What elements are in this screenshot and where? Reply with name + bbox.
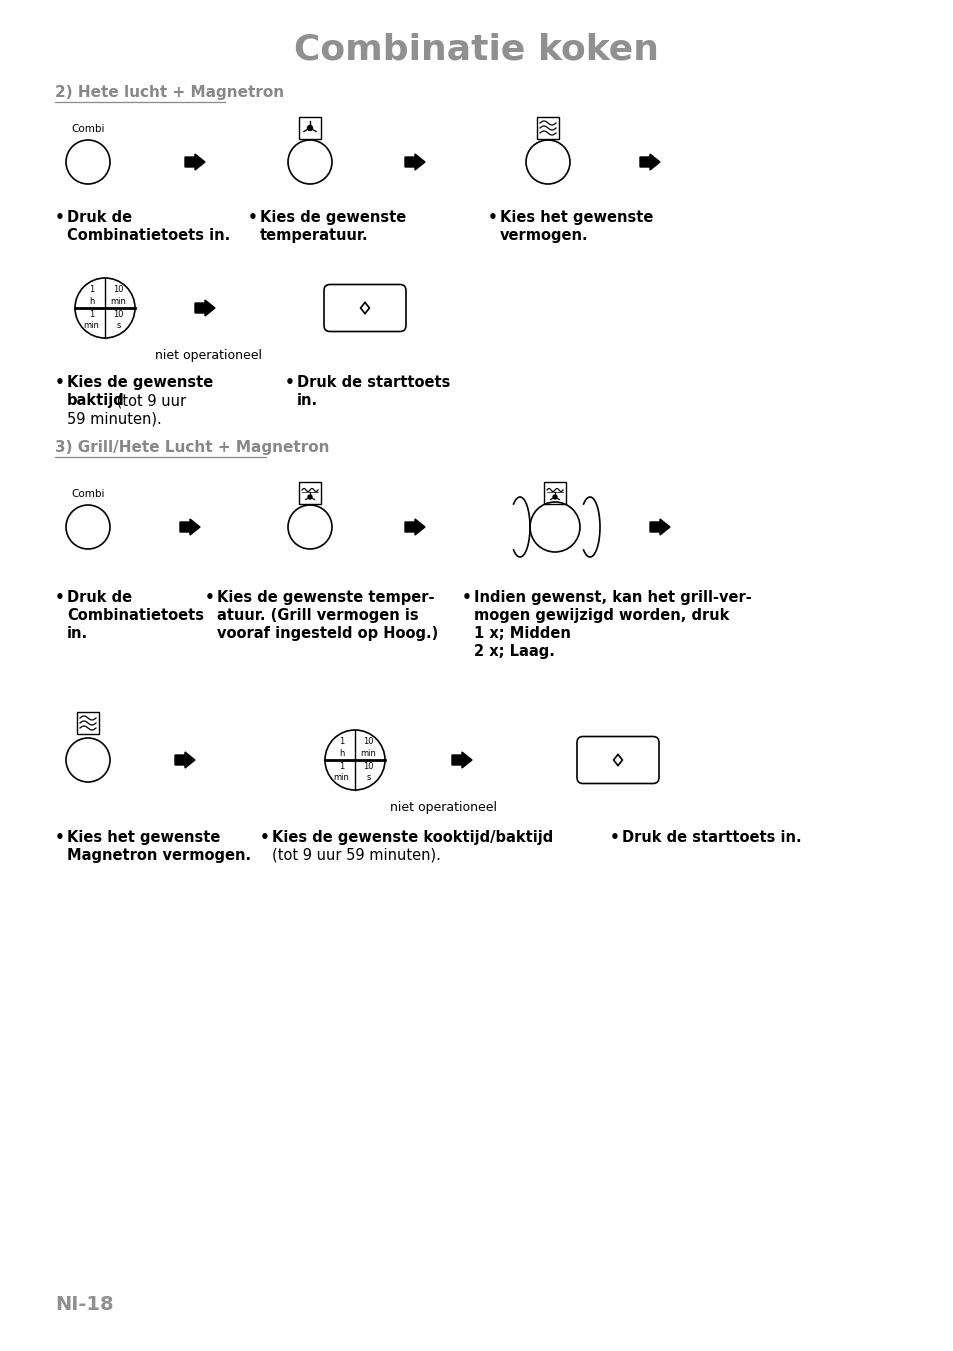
Bar xyxy=(537,118,558,139)
Text: •: • xyxy=(260,830,270,844)
Bar xyxy=(543,482,565,504)
Text: •: • xyxy=(285,376,294,390)
FancyArrow shape xyxy=(405,154,424,170)
Text: 1: 1 xyxy=(89,285,94,295)
Text: 1: 1 xyxy=(89,311,94,319)
Text: baktijd: baktijd xyxy=(67,393,125,408)
Text: s: s xyxy=(366,774,371,782)
Text: •: • xyxy=(461,590,472,605)
Text: min: min xyxy=(360,748,376,758)
Text: NI-18: NI-18 xyxy=(55,1296,113,1315)
Text: •: • xyxy=(248,209,257,226)
Text: 2 x; Laag.: 2 x; Laag. xyxy=(474,644,555,659)
Text: (tot 9 uur: (tot 9 uur xyxy=(112,393,186,408)
Text: 1: 1 xyxy=(338,738,344,747)
Text: 10: 10 xyxy=(113,311,124,319)
Text: •: • xyxy=(55,209,65,226)
Text: Combi: Combi xyxy=(71,489,105,499)
Text: Kies de gewenste kooktijd/baktijd: Kies de gewenste kooktijd/baktijd xyxy=(272,830,553,844)
Text: Druk de: Druk de xyxy=(67,209,132,226)
Text: vermogen.: vermogen. xyxy=(499,228,588,243)
Circle shape xyxy=(307,126,313,131)
Text: •: • xyxy=(609,830,619,844)
Text: Kies de gewenste: Kies de gewenste xyxy=(67,376,213,390)
Bar xyxy=(298,482,320,504)
Text: niet operationeel: niet operationeel xyxy=(390,801,497,813)
FancyArrow shape xyxy=(180,519,200,535)
Text: 10: 10 xyxy=(363,762,374,771)
Text: min: min xyxy=(334,774,349,782)
Text: Magnetron vermogen.: Magnetron vermogen. xyxy=(67,848,251,863)
Text: 2) Hete lucht + Magnetron: 2) Hete lucht + Magnetron xyxy=(55,85,284,100)
Text: Kies het gewenste: Kies het gewenste xyxy=(67,830,220,844)
Text: •: • xyxy=(55,830,65,844)
Text: Indien gewenst, kan het grill-ver-: Indien gewenst, kan het grill-ver- xyxy=(474,590,751,605)
Text: 3) Grill/Hete Lucht + Magnetron: 3) Grill/Hete Lucht + Magnetron xyxy=(55,440,329,455)
Circle shape xyxy=(553,494,557,499)
FancyArrow shape xyxy=(452,753,472,767)
Text: •: • xyxy=(205,590,214,605)
Text: mogen gewijzigd worden, druk: mogen gewijzigd worden, druk xyxy=(474,608,729,623)
FancyArrow shape xyxy=(185,154,205,170)
FancyArrow shape xyxy=(639,154,659,170)
Text: min: min xyxy=(84,322,99,331)
Text: h: h xyxy=(338,748,344,758)
Text: Druk de: Druk de xyxy=(67,590,132,605)
Text: Druk de starttoets in.: Druk de starttoets in. xyxy=(621,830,801,844)
Text: in.: in. xyxy=(296,393,317,408)
Text: in.: in. xyxy=(67,626,88,640)
Text: Druk de starttoets: Druk de starttoets xyxy=(296,376,450,390)
Text: niet operationeel: niet operationeel xyxy=(154,349,262,362)
Text: Combinatietoets: Combinatietoets xyxy=(67,608,204,623)
FancyArrow shape xyxy=(405,519,424,535)
Text: •: • xyxy=(488,209,497,226)
Bar xyxy=(298,118,320,139)
FancyArrow shape xyxy=(649,519,669,535)
Text: atuur. (Grill vermogen is: atuur. (Grill vermogen is xyxy=(216,608,418,623)
Text: Combinatietoets in.: Combinatietoets in. xyxy=(67,228,230,243)
Text: (tot 9 uur 59 minuten).: (tot 9 uur 59 minuten). xyxy=(272,848,440,863)
Text: •: • xyxy=(55,590,65,605)
Text: Kies de gewenste: Kies de gewenste xyxy=(260,209,406,226)
Text: vooraf ingesteld op Hoog.): vooraf ingesteld op Hoog.) xyxy=(216,626,437,640)
Text: h: h xyxy=(89,297,94,305)
FancyArrow shape xyxy=(194,300,214,316)
Text: min: min xyxy=(111,297,127,305)
Text: Kies het gewenste: Kies het gewenste xyxy=(499,209,653,226)
Text: temperatuur.: temperatuur. xyxy=(260,228,368,243)
Text: 10: 10 xyxy=(113,285,124,295)
Text: Kies de gewenste temper-: Kies de gewenste temper- xyxy=(216,590,434,605)
FancyArrow shape xyxy=(174,753,194,767)
Text: •: • xyxy=(55,376,65,390)
Text: 1: 1 xyxy=(338,762,344,771)
Text: s: s xyxy=(116,322,121,331)
Text: Combi: Combi xyxy=(71,124,105,134)
Circle shape xyxy=(308,494,312,499)
Text: Combinatie koken: Combinatie koken xyxy=(294,32,659,68)
Text: 59 minuten).: 59 minuten). xyxy=(67,411,162,426)
Text: 1 x; Midden: 1 x; Midden xyxy=(474,626,570,640)
Bar xyxy=(77,712,99,734)
Text: 10: 10 xyxy=(363,738,374,747)
